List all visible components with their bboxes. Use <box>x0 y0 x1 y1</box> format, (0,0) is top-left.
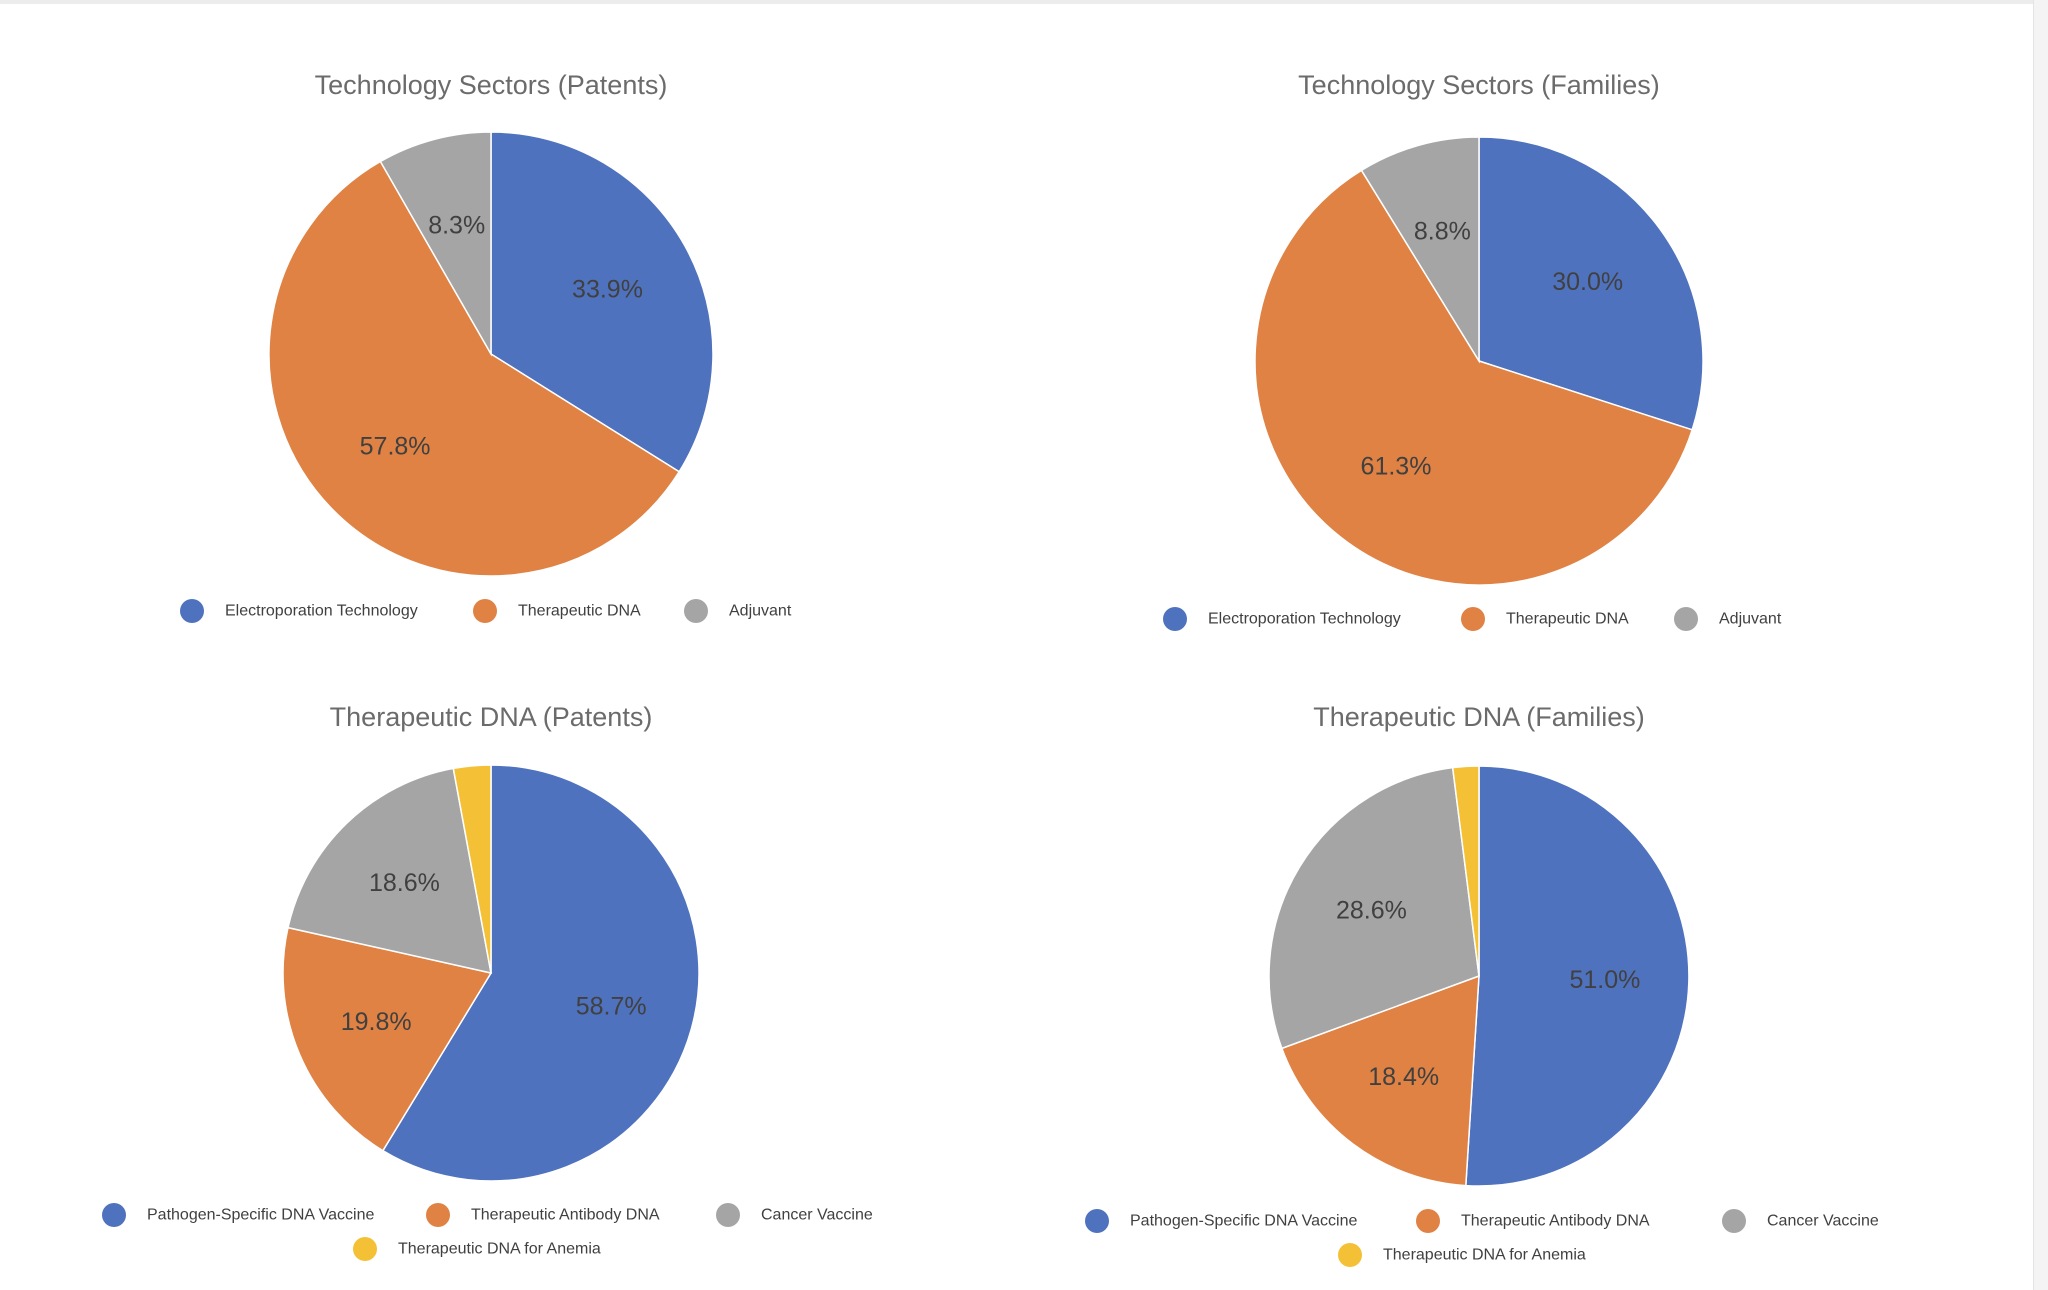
legend-item: Adjuvant <box>1674 607 1782 631</box>
legend-marker <box>1674 607 1698 631</box>
pie-chart-4: Therapeutic DNA (Families) 51.0% 18.4% 28.6… <box>1085 702 1879 1267</box>
right-scroll-edge <box>2033 0 2048 1290</box>
legend-item: Electroporation Technology <box>1163 607 1401 631</box>
pie-slice-pathogen-specific-dna-vaccine <box>1465 765 1690 1187</box>
legend-item: Cancer Vaccine <box>1722 1209 1879 1233</box>
legend-label: Cancer Vaccine <box>1767 1213 1879 1230</box>
chart-title: Therapeutic DNA (Families) <box>1313 702 1645 732</box>
legend-item: Therapeutic DNA <box>473 599 641 623</box>
legend-label: Therapeutic DNA <box>518 603 641 620</box>
legend-item: Therapeutic DNA for Anemia <box>353 1237 601 1261</box>
legend-label: Electroporation Technology <box>225 603 418 620</box>
legend-marker <box>180 599 204 623</box>
legend-label: Cancer Vaccine <box>761 1207 873 1224</box>
chart-title: Technology Sectors (Families) <box>1298 70 1660 100</box>
data-label: 61.3% <box>1361 453 1432 481</box>
data-label: 28.6% <box>1336 897 1407 925</box>
chart-legend: Pathogen-Specific DNA Vaccine Therapeutic… <box>102 1203 873 1261</box>
pie-slice-therapeutic-dna-for-anemia <box>1451 765 1480 977</box>
legend-item: Therapeutic DNA for Anemia <box>1338 1243 1586 1267</box>
legend-item: Therapeutic Antibody DNA <box>426 1203 660 1227</box>
legend-item: Therapeutic Antibody DNA <box>1416 1209 1650 1233</box>
data-label: 8.8% <box>1414 218 1471 246</box>
legend-label: Electroporation Technology <box>1208 611 1401 628</box>
pie-slice-cancer-vaccine <box>1268 766 1480 1050</box>
data-label: 18.6% <box>369 869 440 897</box>
legend-marker <box>1461 607 1485 631</box>
legend-marker <box>102 1203 126 1227</box>
chart-legend: Electroporation Technology Therapeutic DN… <box>180 599 792 623</box>
pie-slice-therapeutic-dna <box>1254 169 1694 586</box>
data-label: 19.8% <box>341 1008 412 1036</box>
legend-label: Therapeutic DNA for Anemia <box>1383 1247 1586 1264</box>
legend-marker <box>716 1203 740 1227</box>
pie-slice-adjuvant <box>1360 136 1480 364</box>
legend-label: Therapeutic Antibody DNA <box>1461 1213 1650 1230</box>
pie-chart-3: Therapeutic DNA (Patents) 58.7% 19.8% 18.6%… <box>102 702 873 1261</box>
data-label: 8.3% <box>428 211 485 239</box>
chart-legend: Pathogen-Specific DNA Vaccine Therapeutic… <box>1085 1209 1879 1267</box>
legend-item: Pathogen-Specific DNA Vaccine <box>102 1203 374 1227</box>
pie-slice-electroporation-technology <box>1478 136 1704 431</box>
legend-item: Therapeutic DNA <box>1461 607 1629 631</box>
pie-slice-pathogen-specific-dna-vaccine <box>381 764 700 1182</box>
chart-legend: Electroporation Technology Therapeutic DN… <box>1163 607 1782 631</box>
legend-label: Adjuvant <box>729 603 792 620</box>
chart-title: Therapeutic DNA (Patents) <box>330 702 653 732</box>
pie-chart-2: Technology Sectors (Families) 30.0% 61.3% 8… <box>1163 70 1782 631</box>
legend-marker <box>1722 1209 1746 1233</box>
legend-label: Therapeutic Antibody DNA <box>471 1207 660 1224</box>
pie-slice-adjuvant <box>379 131 492 357</box>
pie-chart-1: Technology Sectors (Patents) 33.9% 57.8% 8.… <box>180 70 792 623</box>
pie-slice-therapeutic-dna <box>268 160 681 577</box>
legend-item: Pathogen-Specific DNA Vaccine <box>1085 1209 1357 1233</box>
chart-title: Technology Sectors (Patents) <box>315 70 668 100</box>
legend-marker <box>1416 1209 1440 1233</box>
top-border <box>0 0 2048 4</box>
data-label: 51.0% <box>1569 966 1640 994</box>
data-label: 58.7% <box>576 993 647 1021</box>
legend-marker <box>353 1237 377 1261</box>
pie-slice-therapeutic-antibody-dna <box>282 926 493 1152</box>
pie-slice-electroporation-technology <box>490 131 714 473</box>
legend-label: Therapeutic DNA for Anemia <box>398 1241 601 1258</box>
data-label: 33.9% <box>572 276 643 304</box>
legend-item: Electroporation Technology <box>180 599 418 623</box>
legend-label: Adjuvant <box>1719 611 1782 628</box>
legend-label: Pathogen-Specific DNA Vaccine <box>1130 1213 1357 1230</box>
legend-marker <box>1163 607 1187 631</box>
legend-label: Pathogen-Specific DNA Vaccine <box>147 1207 374 1224</box>
pie-slice-therapeutic-antibody-dna <box>1280 974 1480 1187</box>
legend-marker <box>473 599 497 623</box>
pie-slice-therapeutic-dna-for-anemia <box>452 764 492 974</box>
data-label: 30.0% <box>1552 268 1623 296</box>
legend-marker <box>684 599 708 623</box>
data-label: 57.8% <box>360 432 431 460</box>
legend-item: Cancer Vaccine <box>716 1203 873 1227</box>
legend-marker <box>426 1203 450 1227</box>
legend-marker <box>1338 1243 1362 1267</box>
legend-marker <box>1085 1209 1109 1233</box>
data-label: 18.4% <box>1368 1063 1439 1091</box>
legend-item: Adjuvant <box>684 599 792 623</box>
pie-slice-cancer-vaccine <box>287 767 492 974</box>
legend-label: Therapeutic DNA <box>1506 611 1629 628</box>
